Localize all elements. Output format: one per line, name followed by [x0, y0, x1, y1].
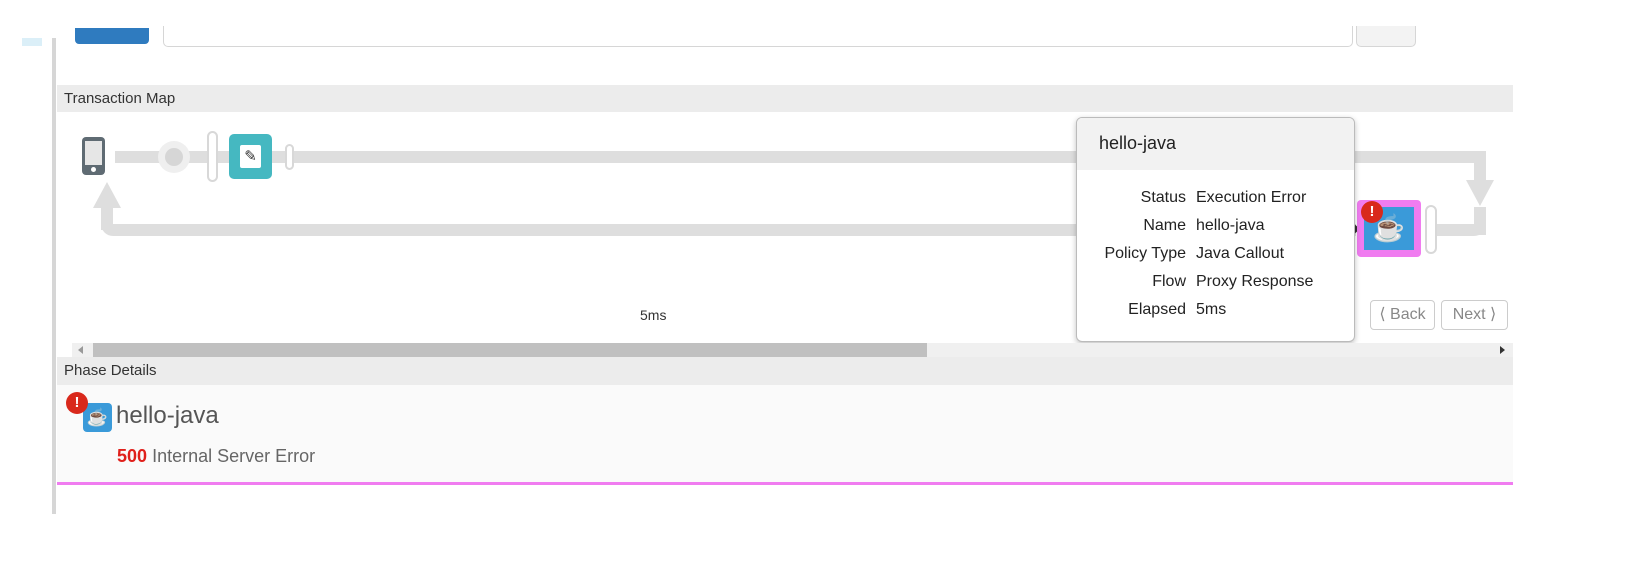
- scroll-right-icon[interactable]: [1500, 346, 1505, 354]
- error-badge-icon: !: [66, 392, 88, 414]
- next-label: Next: [1452, 306, 1486, 323]
- current-step-arrow-icon: [1352, 222, 1360, 236]
- status-line: 500 Internal Server Error: [117, 446, 315, 467]
- error-badge-icon: !: [1361, 201, 1383, 223]
- step-divider: [1425, 205, 1437, 254]
- tooltip-key: Elapsed: [1128, 301, 1186, 318]
- policy-tooltip: hello-java Status Execution Error Name hel…: [1076, 117, 1355, 342]
- step-divider: [285, 144, 294, 170]
- error-highlight-line: [57, 482, 1513, 485]
- tooltip-value: Java Callout: [1196, 245, 1285, 262]
- tooltip-key: Name: [1143, 217, 1186, 234]
- phone-icon[interactable]: [82, 137, 105, 175]
- status-text: Internal Server Error: [152, 446, 316, 466]
- phase-details-header: Phase Details: [57, 357, 1513, 385]
- secondary-button[interactable]: [1356, 26, 1416, 47]
- tooltip-title: hello-java: [1077, 118, 1354, 170]
- step-divider: [207, 131, 218, 182]
- scrollbar-thumb[interactable]: [93, 343, 927, 357]
- back-label: Back: [1390, 306, 1426, 323]
- left-nav-strip: [22, 38, 42, 46]
- chevron-right-icon: ⟩: [1485, 306, 1497, 323]
- tooltip-key: Status: [1140, 189, 1186, 206]
- tooltip-value: Execution Error: [1196, 189, 1307, 206]
- tooltip-value: 5ms: [1196, 301, 1227, 318]
- tooltip-key: Policy Type: [1104, 245, 1186, 262]
- scroll-left-icon[interactable]: [78, 346, 83, 354]
- tooltip-value: Proxy Response: [1196, 273, 1314, 290]
- next-button[interactable]: Next ⟩: [1441, 300, 1508, 330]
- chevron-left-icon: ⟨: [1379, 306, 1391, 323]
- java-icon: ☕: [83, 403, 112, 432]
- tooltip-details: Status Execution Error Name hello-java Pol…: [1077, 184, 1318, 324]
- status-code: 500: [117, 446, 148, 466]
- transaction-map-header: Transaction Map: [57, 85, 1513, 112]
- pencil-icon: ✎: [240, 145, 261, 168]
- flow-start-node[interactable]: [158, 141, 190, 173]
- tooltip-key: Flow: [1152, 273, 1186, 290]
- tooltip-value: hello-java: [1196, 217, 1265, 234]
- phase-details-panel: [57, 385, 1513, 482]
- policy-name: hello-java: [116, 402, 219, 429]
- assign-message-policy-node[interactable]: ✎: [229, 134, 272, 179]
- elapsed-time-label: 5ms: [640, 307, 667, 323]
- left-divider: [52, 38, 56, 514]
- url-input[interactable]: [163, 26, 1353, 47]
- send-button[interactable]: [75, 28, 149, 44]
- back-button[interactable]: ⟨ Back: [1370, 300, 1435, 330]
